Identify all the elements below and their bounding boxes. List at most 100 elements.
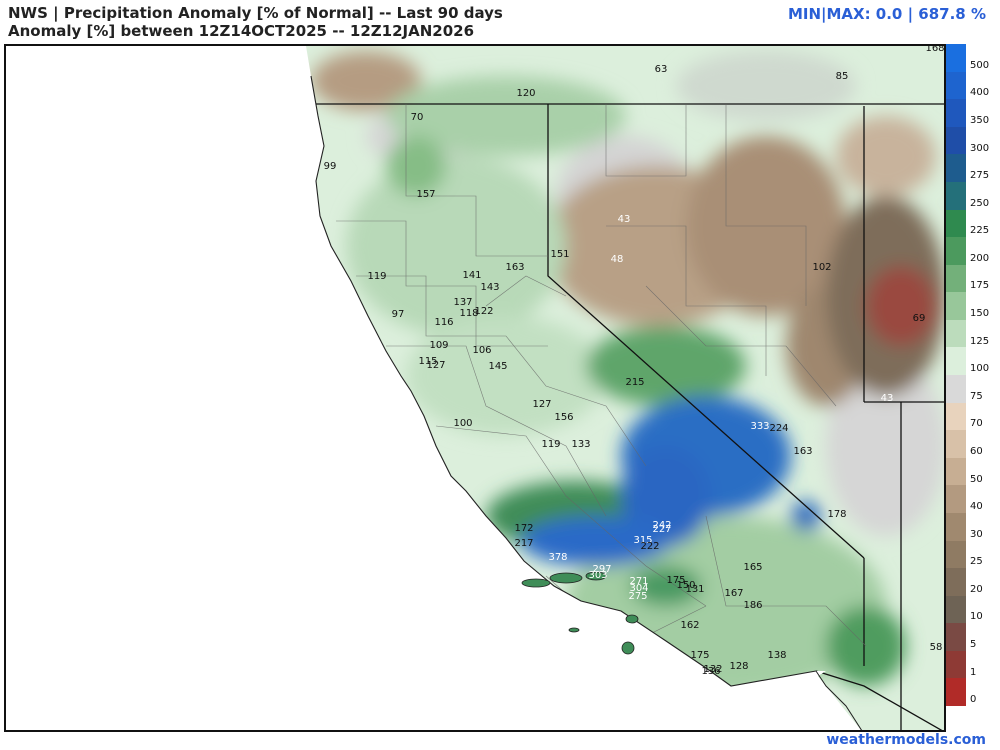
min-max-readout: MIN|MAX: 0.0 | 687.8 % xyxy=(787,5,986,23)
station-value-label: 127 xyxy=(426,360,446,371)
color-scale-swatch xyxy=(946,292,966,321)
station-value-label: 151 xyxy=(550,249,570,260)
state-boundaries xyxy=(306,103,944,730)
baja-outline xyxy=(815,670,863,730)
color-scale-swatch xyxy=(946,375,966,404)
color-scale-swatch xyxy=(946,623,966,652)
station-value-label: 163 xyxy=(505,262,525,273)
station-value-label: 99 xyxy=(323,161,337,172)
station-value-label: 70 xyxy=(410,112,424,123)
county-boundaries xyxy=(336,104,867,697)
color-scale-label: 30 xyxy=(970,528,983,540)
color-scale-swatch xyxy=(946,430,966,459)
station-value-label: 143 xyxy=(480,282,500,293)
station-value-label: 175 xyxy=(690,650,710,661)
station-value-label: 227 xyxy=(652,524,672,535)
station-value-label: 304 xyxy=(629,583,649,594)
station-value-label: 137 xyxy=(453,297,473,308)
color-scale-swatch xyxy=(946,154,966,183)
station-value-label: 132 xyxy=(703,664,723,675)
station-value-label: 119 xyxy=(367,271,387,282)
color-scale-label: 225 xyxy=(970,225,990,237)
station-value-label: 168 xyxy=(925,44,945,54)
station-value-label: 138 xyxy=(767,650,787,661)
color-scale-label: 250 xyxy=(970,197,990,209)
station-value-label: 163 xyxy=(793,446,813,457)
station-value-label: 150 xyxy=(676,580,696,591)
color-scale-swatch xyxy=(946,71,966,100)
color-scale-label: 275 xyxy=(970,170,990,182)
station-value-label: 69 xyxy=(912,313,926,324)
station-value-label: 217 xyxy=(514,538,534,549)
color-scale-label: 1 xyxy=(970,666,977,678)
station-value-label: 97 xyxy=(391,309,405,320)
station-value-label: 120 xyxy=(516,88,536,99)
color-scale-swatch xyxy=(946,99,966,128)
color-scale-swatch xyxy=(946,319,966,348)
station-value-label: 141 xyxy=(462,270,482,281)
map-title: NWS | Precipitation Anomaly [% of Normal… xyxy=(8,4,503,22)
station-value-label: 186 xyxy=(743,600,763,611)
station-value-label: 102 xyxy=(812,262,832,273)
color-scale-swatch xyxy=(946,181,966,210)
station-value-label: 333 xyxy=(750,421,770,432)
station-value-label: 119 xyxy=(541,439,561,450)
color-scale-label: 5 xyxy=(970,639,977,651)
station-value-label: 271 xyxy=(629,576,649,587)
station-value-label: 167 xyxy=(724,588,744,599)
color-scale-label: 0 xyxy=(970,694,977,706)
color-scale-label: 70 xyxy=(970,418,983,430)
station-value-label: 222 xyxy=(640,541,660,552)
color-scale-label: 150 xyxy=(970,308,990,320)
station-value-label: 131 xyxy=(685,584,705,595)
station-value-label: 315 xyxy=(633,535,653,546)
station-value-label: 162 xyxy=(680,620,700,631)
station-value-label: 43 xyxy=(880,393,894,404)
color-scale-swatch xyxy=(946,264,966,293)
color-scale-swatch xyxy=(946,595,966,624)
color-scale-label: 25 xyxy=(970,556,983,568)
station-value-label: 116 xyxy=(434,317,454,328)
station-value-label: 165 xyxy=(743,562,763,573)
station-value-label: 297 xyxy=(592,564,612,575)
station-value-label: 172 xyxy=(514,523,534,534)
land-shading xyxy=(306,46,944,730)
color-scale-swatch xyxy=(946,209,966,238)
station-value-label: 275 xyxy=(628,591,648,602)
station-value-label: 63 xyxy=(654,64,668,75)
source-credit: weathermodels.com xyxy=(826,732,986,748)
station-value-label: 127 xyxy=(532,399,552,410)
station-value-label: 175 xyxy=(666,575,686,586)
color-scale-swatch xyxy=(946,402,966,431)
map-canvas xyxy=(6,46,944,730)
color-scale-swatch xyxy=(946,485,966,514)
station-value-label: 106 xyxy=(472,345,492,356)
station-value-label: 48 xyxy=(610,254,624,265)
color-scale-label: 10 xyxy=(970,611,983,623)
station-value-label: 43 xyxy=(617,214,631,225)
color-scale-label: 175 xyxy=(970,280,990,292)
color-scale-label: 350 xyxy=(970,114,990,126)
color-scale-swatch xyxy=(946,126,966,155)
color-scale-label: 40 xyxy=(970,501,983,513)
color-scale-swatch xyxy=(946,568,966,597)
map-subtitle: Anomaly [%] between 12Z14OCT2025 -- 12Z1… xyxy=(8,22,475,40)
color-scale-label: 75 xyxy=(970,390,983,402)
station-value-label: 136 xyxy=(701,666,721,677)
station-value-label: 215 xyxy=(625,377,645,388)
station-value-label: 303 xyxy=(588,570,608,581)
color-scale-label: 50 xyxy=(970,473,983,485)
station-value-label: 156 xyxy=(554,412,574,423)
station-value-label: 85 xyxy=(835,71,849,82)
station-value-label: 115 xyxy=(418,356,438,367)
station-value-label: 100 xyxy=(453,418,473,429)
channel-islands xyxy=(521,571,639,655)
station-value-label: 378 xyxy=(548,552,568,563)
precipitation-anomaly-map: 168 63 85 120 70 99 157 43 48 151 163 102 119 141 143 1… xyxy=(4,44,946,732)
station-value-label: 109 xyxy=(429,340,449,351)
station-value-label: 145 xyxy=(488,361,508,372)
station-value-label: 58 xyxy=(929,642,943,653)
color-scale-swatch xyxy=(946,512,966,541)
color-scale-swatch xyxy=(946,457,966,486)
coastline xyxy=(310,75,817,687)
